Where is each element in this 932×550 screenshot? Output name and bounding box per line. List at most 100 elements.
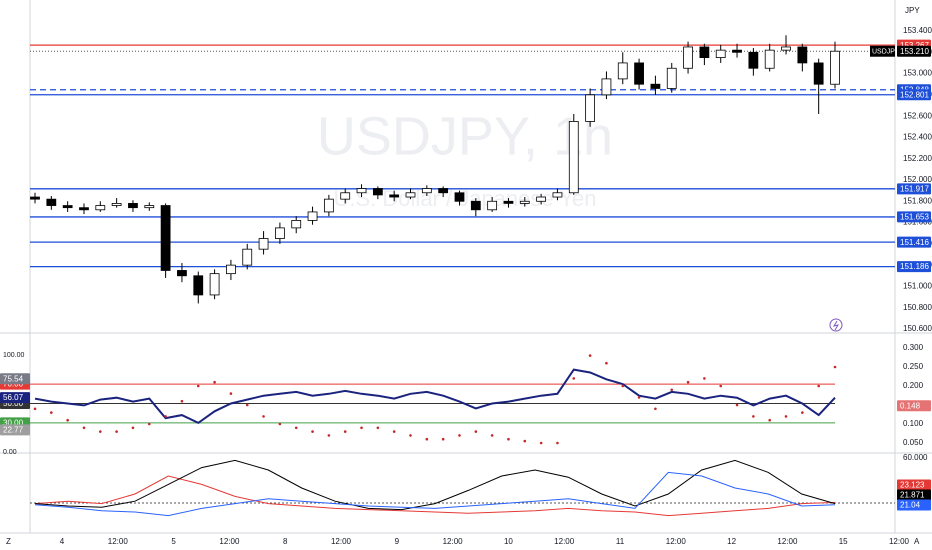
last-value-label: 21.04: [900, 501, 921, 510]
indicator-dot: [703, 377, 706, 380]
level-label: 153.267: [900, 41, 929, 50]
candle-body: [470, 200, 481, 211]
indicator-dot: [278, 422, 282, 426]
candle-body: [781, 46, 791, 51]
indicator-dot: [441, 437, 445, 441]
indicator-dot: [66, 418, 69, 422]
level-label: 151.186: [900, 262, 929, 271]
last-value-label-box: [897, 489, 931, 501]
last-value-label-box: [897, 479, 931, 491]
indicator-dot: [686, 380, 690, 384]
marker-label: 75.54: [3, 374, 24, 383]
y-tick-label: 153.000: [903, 69, 932, 78]
candle-body: [111, 203, 122, 206]
candle-body: [748, 51, 759, 69]
indicator-dot: [735, 403, 739, 407]
indicator-dot: [115, 430, 118, 433]
candle-body: [568, 121, 579, 194]
current-price-label-box: [897, 45, 931, 57]
candle-body: [617, 62, 628, 80]
marker-label-box: [0, 373, 30, 385]
indicator-dot: [458, 434, 461, 437]
marker-label: 22.77: [3, 426, 24, 435]
level-label: 151.653: [900, 213, 929, 222]
symbol-label: USDJPY: [872, 49, 900, 56]
candle-body: [585, 94, 595, 122]
indicator-line: [34, 368, 836, 425]
candle-body: [307, 211, 318, 221]
y-tick-label: 152.000: [903, 175, 932, 184]
alert-icon[interactable]: [829, 318, 843, 332]
y-tick-label: 151.000: [903, 282, 932, 291]
indicator-dot: [392, 430, 396, 433]
indicator-dot: [784, 415, 788, 418]
y-tick-label: 150.800: [903, 303, 932, 312]
marker-label: 56.07: [3, 393, 24, 402]
x-tick-label: 12:00: [777, 537, 798, 546]
indicator-dot: [343, 430, 347, 433]
x-tick-label: 12:00: [108, 537, 129, 546]
level-label-box: [897, 236, 931, 248]
candle-body: [715, 49, 726, 59]
indicator-line: [34, 471, 836, 517]
level-label-box: [897, 183, 931, 195]
indicator-dot: [82, 426, 86, 430]
level-label: 151.917: [900, 184, 929, 193]
candle-body: [666, 67, 677, 89]
candle-body: [177, 270, 187, 277]
candle-body: [683, 46, 693, 69]
y-tick-label: 152.200: [903, 154, 932, 163]
level-label: 30.00: [3, 419, 24, 428]
indicator-dot: [507, 437, 510, 441]
candle-body: [144, 205, 155, 209]
candle-body: [30, 196, 40, 200]
y2-tick-label: 0.250: [903, 362, 924, 371]
candle-body: [226, 264, 236, 275]
indicator-dot: [572, 377, 576, 380]
candle-body: [46, 198, 57, 206]
y-tick-label: 152.600: [903, 111, 932, 120]
indicator-line: [34, 475, 836, 517]
indicator-dot: [409, 434, 412, 437]
indicator-dot: [539, 441, 543, 445]
candle-body: [487, 200, 498, 211]
indicator-dot: [768, 418, 771, 422]
indicator-dot: [50, 411, 53, 414]
y-tick-label: 152.400: [903, 133, 932, 142]
marker-label-box: [0, 424, 30, 436]
indicator-dot: [376, 426, 380, 430]
y2-tick-label: 0.300: [903, 343, 924, 352]
indicator-dot: [490, 434, 494, 437]
indicator-dot: [752, 415, 755, 418]
watermark-title: USDJPY, 1h: [317, 106, 613, 166]
candle-body: [193, 275, 204, 296]
indicator-dot: [817, 384, 820, 388]
indicator-dot: [474, 430, 478, 433]
x-tick-label: 12:00: [443, 537, 464, 546]
x-tick-label: 11: [616, 537, 625, 546]
last-value-label: 21.871: [900, 491, 925, 500]
candle-body: [160, 205, 171, 271]
y2-tick-label: 0.100: [903, 419, 924, 428]
candle-body: [209, 273, 220, 296]
indicator-dot: [196, 384, 200, 388]
last-value-label-box: [897, 400, 931, 412]
indicator-dot: [588, 354, 592, 357]
candle-body: [519, 200, 530, 204]
indicator-dot: [833, 365, 837, 369]
candle-body: [372, 188, 383, 196]
x-tick-label: 5: [171, 537, 176, 546]
symbol-box: [870, 45, 895, 57]
indicator-dot: [294, 426, 298, 430]
candle-body: [764, 49, 775, 69]
x-tick-label: 4: [60, 537, 65, 546]
corner-left: Z: [6, 537, 11, 546]
x-tick-label: 12:00: [219, 537, 240, 546]
indicator-dot: [99, 430, 102, 433]
level-label-box: [897, 89, 931, 101]
indicator-dot: [229, 392, 233, 395]
candle-body: [275, 227, 285, 239]
x-tick-label: 12:00: [666, 537, 687, 546]
